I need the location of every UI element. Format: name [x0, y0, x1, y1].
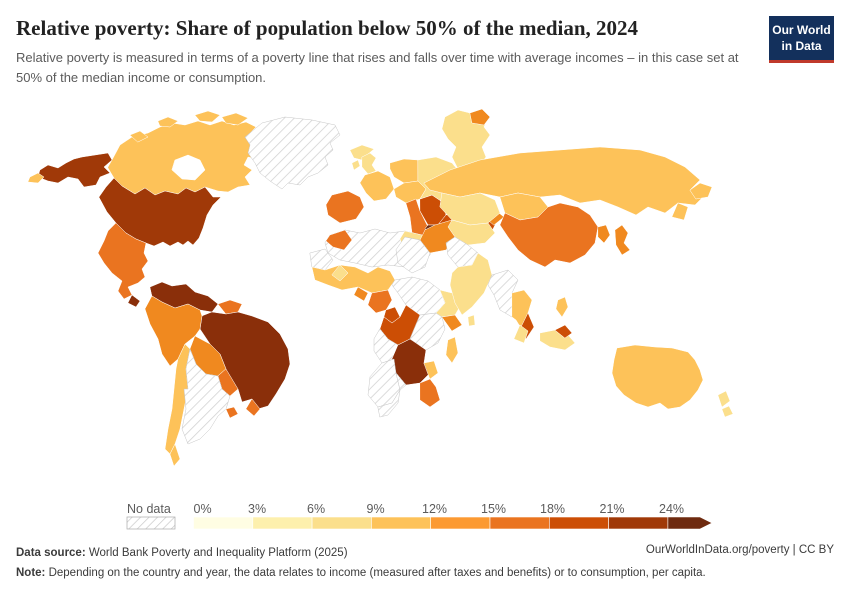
svg-text:21%: 21%	[600, 502, 625, 516]
svg-text:24%: 24%	[659, 502, 684, 516]
svg-text:3%: 3%	[248, 502, 266, 516]
svg-text:0%: 0%	[194, 502, 212, 516]
svg-text:15%: 15%	[481, 502, 506, 516]
svg-text:No data: No data	[127, 502, 171, 516]
svg-text:6%: 6%	[307, 502, 325, 516]
svg-text:18%: 18%	[540, 502, 565, 516]
svg-text:9%: 9%	[367, 502, 385, 516]
svg-text:12%: 12%	[422, 502, 447, 516]
